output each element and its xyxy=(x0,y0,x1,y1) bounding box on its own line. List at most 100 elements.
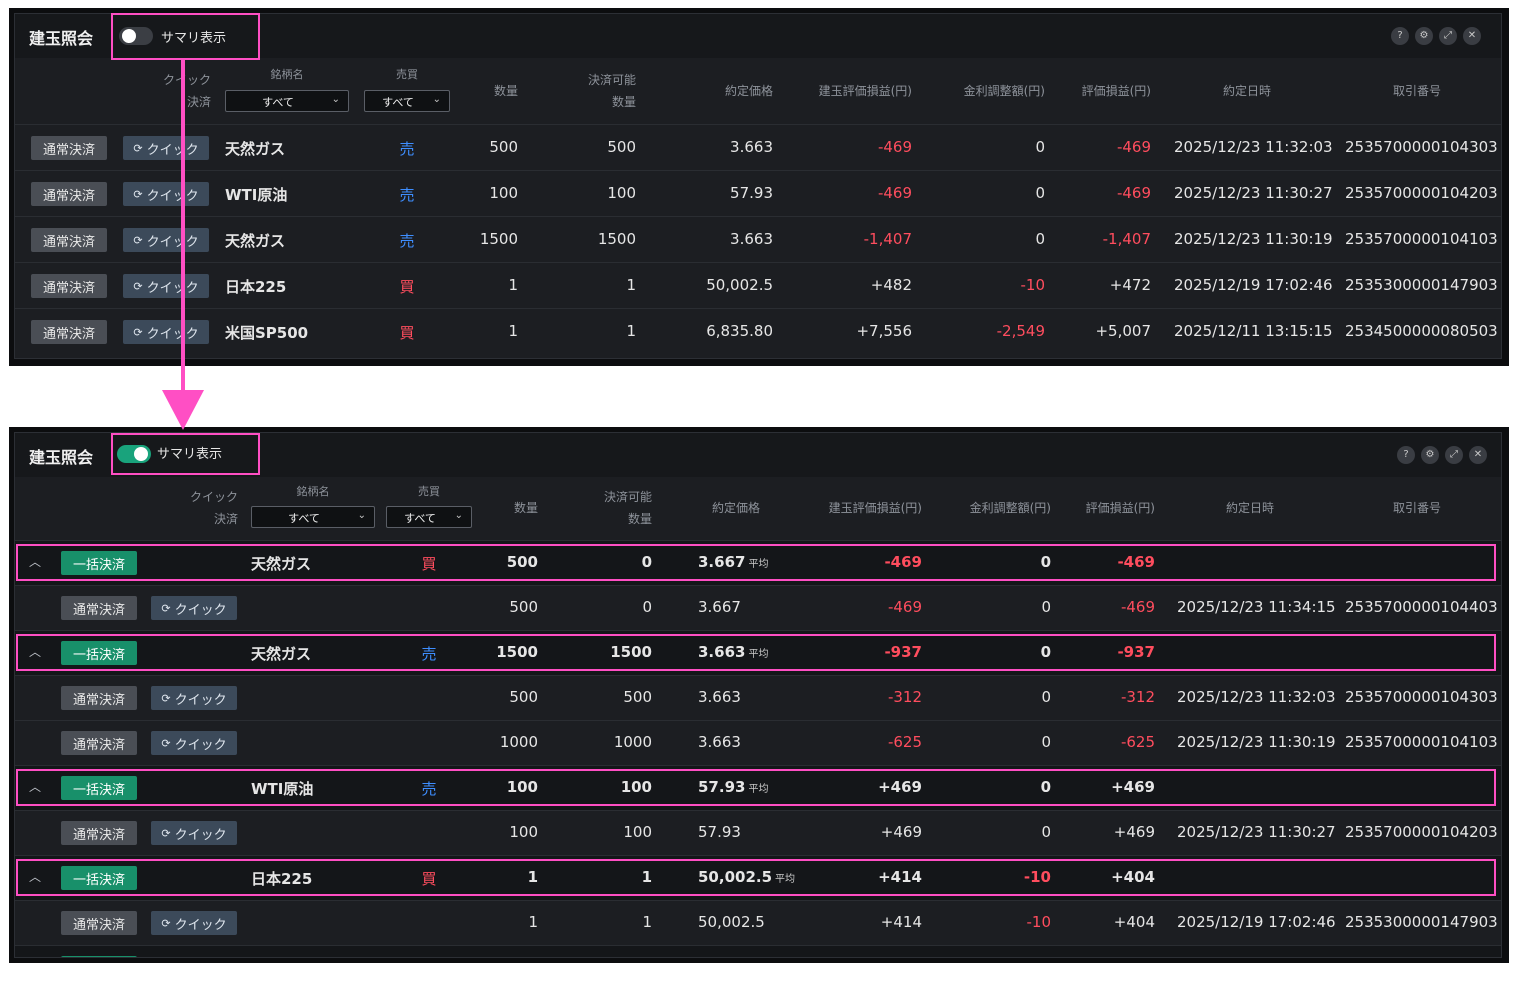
annotation-arrow-line xyxy=(181,60,185,395)
settleable-value: 100 xyxy=(607,184,636,202)
symbol-name: WTI原油 xyxy=(225,186,288,204)
symbol-filter-select[interactable]: すべて ⌄ xyxy=(225,90,349,112)
symbol-filter-select[interactable]: すべて ⌄ xyxy=(251,506,375,528)
summary-toggle-label: サマリ表示 xyxy=(161,31,227,46)
close-icon[interactable]: ✕ xyxy=(1463,27,1481,45)
window-controls: ? ⚙ ⤢ ✕ xyxy=(1391,27,1481,45)
normal-settle-button[interactable]: 通常決済 xyxy=(61,731,137,755)
header-exec-price: 約定価格 xyxy=(724,84,773,98)
side-label: 買 xyxy=(399,278,415,296)
toggle-highlight-after xyxy=(111,433,260,475)
normal-settle-button[interactable]: 通常決済 xyxy=(61,596,137,620)
quick-icon: ⟳ xyxy=(161,826,171,840)
eval-pl-value: -937 xyxy=(1117,643,1155,661)
quick-settle-button[interactable]: ⟳ クイック xyxy=(151,821,237,845)
normal-settle-button[interactable]: 通常決済 xyxy=(61,821,137,845)
window-controls: ? ⚙ ⤢ ✕ xyxy=(1397,446,1487,464)
quick-settle-label: クイック xyxy=(146,142,199,158)
quantity-value: 100 xyxy=(489,184,518,202)
chevron-up-icon[interactable]: ︿ xyxy=(29,555,42,569)
bulk-settle-button[interactable]: 一括決済 xyxy=(61,776,137,800)
normal-settle-button[interactable]: 通常決済 xyxy=(61,686,137,710)
side-filter-select[interactable]: すべて ⌄ xyxy=(364,90,450,112)
exec-price-value: 3.663 xyxy=(730,230,773,248)
header-symbol: 銘柄名 xyxy=(296,485,330,498)
settleable-value: 0 xyxy=(641,553,652,571)
quick-icon: ⟳ xyxy=(161,736,171,750)
exec-datetime-value: 2025/12/23 11:30:19 xyxy=(1174,230,1333,248)
quick-settle-button[interactable]: ⟳ クイック xyxy=(123,136,209,160)
quantity-value: 1 xyxy=(528,913,538,931)
quick-settle-label: クイック xyxy=(174,692,227,708)
bulk-settle-button[interactable] xyxy=(61,956,137,957)
expand-icon[interactable]: ⤢ xyxy=(1445,446,1463,464)
help-icon[interactable]: ? xyxy=(1391,27,1409,45)
quick-settle-button[interactable]: ⟳ クイック xyxy=(123,320,209,344)
normal-settle-button[interactable]: 通常決済 xyxy=(31,136,107,160)
quick-icon: ⟳ xyxy=(161,916,171,930)
normal-settle-button[interactable]: 通常決済 xyxy=(31,274,107,298)
quick-settle-button[interactable]: ⟳ クイック xyxy=(123,228,209,252)
quick-settle-button[interactable]: ⟳ クイック xyxy=(151,731,237,755)
quick-settle-button[interactable]: ⟳ クイック xyxy=(151,911,237,935)
rate-adjustment-value: 0 xyxy=(1035,138,1045,156)
close-icon[interactable]: ✕ xyxy=(1469,446,1487,464)
rate-adjustment-value: 0 xyxy=(1035,184,1045,202)
header-exec-datetime: 約定日時 xyxy=(1222,84,1271,98)
position-pl-value: -937 xyxy=(884,643,922,661)
summary-toggle[interactable] xyxy=(117,445,151,463)
quantity-value: 100 xyxy=(506,778,538,796)
bulk-settle-button[interactable]: 一括決済 xyxy=(61,551,137,575)
side-filter-value: すべて xyxy=(404,512,436,525)
side-filter-value: すべて xyxy=(382,96,414,109)
quantity-value: 1000 xyxy=(499,733,538,751)
chevron-up-icon[interactable]: ︿ xyxy=(29,645,42,659)
exec-price-number: 50,002.5 xyxy=(698,868,773,886)
normal-settle-button[interactable]: 通常決済 xyxy=(61,911,137,935)
gear-icon[interactable]: ⚙ xyxy=(1421,446,1439,464)
normal-settle-button[interactable]: 通常決済 xyxy=(31,228,107,252)
summary-toggle[interactable] xyxy=(119,27,153,45)
quick-icon: ⟳ xyxy=(161,601,171,615)
toggle-knob xyxy=(134,447,148,461)
header-trade-number: 取引番号 xyxy=(1392,84,1441,98)
side-filter-select[interactable]: すべて ⌄ xyxy=(386,506,472,528)
table-row: 通常決済 ⟳ クイック 天然ガス売 500 500 3.663 -469 0 -469 2025/1… xyxy=(15,124,1501,170)
exec-price-number: 50,002.5 xyxy=(698,913,765,931)
eval-pl-value: +469 xyxy=(1113,823,1155,841)
gear-icon[interactable]: ⚙ xyxy=(1415,27,1433,45)
quick-settle-button[interactable]: ⟳ クイック xyxy=(123,274,209,298)
detail-row: 通常決済 ⟳ クイック 2025/12/23 11:30:27 253570000010… xyxy=(15,810,1501,855)
settleable-value: 0 xyxy=(642,598,652,616)
bulk-settle-button[interactable]: 一括決済 xyxy=(61,866,137,890)
summary-row-highlight xyxy=(16,544,1496,581)
symbol-name: 米国SP500 xyxy=(225,324,309,342)
quick-settle-button[interactable]: ⟳ クイック xyxy=(123,182,209,206)
normal-settle-button[interactable]: 通常決済 xyxy=(31,182,107,206)
header-position-pl: 建玉評価損益(円) xyxy=(828,501,922,515)
position-pl-value: -469 xyxy=(887,598,922,616)
header-side: 売買 xyxy=(396,68,418,81)
position-pl-value: -625 xyxy=(887,733,922,751)
symbol-name: 天然ガス xyxy=(251,555,312,573)
quick-icon: ⟳ xyxy=(133,187,143,201)
header-symbol: 銘柄名 xyxy=(270,68,304,81)
average-label: 平均 xyxy=(748,559,769,570)
panel-title: 建玉照会 xyxy=(29,448,94,467)
header-rate-adjustment: 金利調整額(円) xyxy=(969,501,1051,515)
quick-icon: ⟳ xyxy=(161,691,171,705)
position-pl-value: -469 xyxy=(877,184,912,202)
quick-settle-button[interactable]: ⟳ クイック xyxy=(151,596,237,620)
expand-icon[interactable]: ⤢ xyxy=(1439,27,1457,45)
chevron-up-icon[interactable]: ︿ xyxy=(29,870,42,884)
help-icon[interactable]: ? xyxy=(1397,446,1415,464)
header-quick-settle-2: 決済 xyxy=(186,95,211,109)
exec-price-number: 3.667 xyxy=(698,553,746,571)
bulk-settle-button[interactable]: 一括決済 xyxy=(61,641,137,665)
settleable-value: 1500 xyxy=(597,230,636,248)
position-pl-value: -1,407 xyxy=(863,230,912,248)
chevron-up-icon[interactable]: ︿ xyxy=(29,780,42,794)
normal-settle-button[interactable]: 通常決済 xyxy=(31,320,107,344)
quick-settle-label: クイック xyxy=(174,737,227,753)
quick-settle-button[interactable]: ⟳ クイック xyxy=(151,686,237,710)
